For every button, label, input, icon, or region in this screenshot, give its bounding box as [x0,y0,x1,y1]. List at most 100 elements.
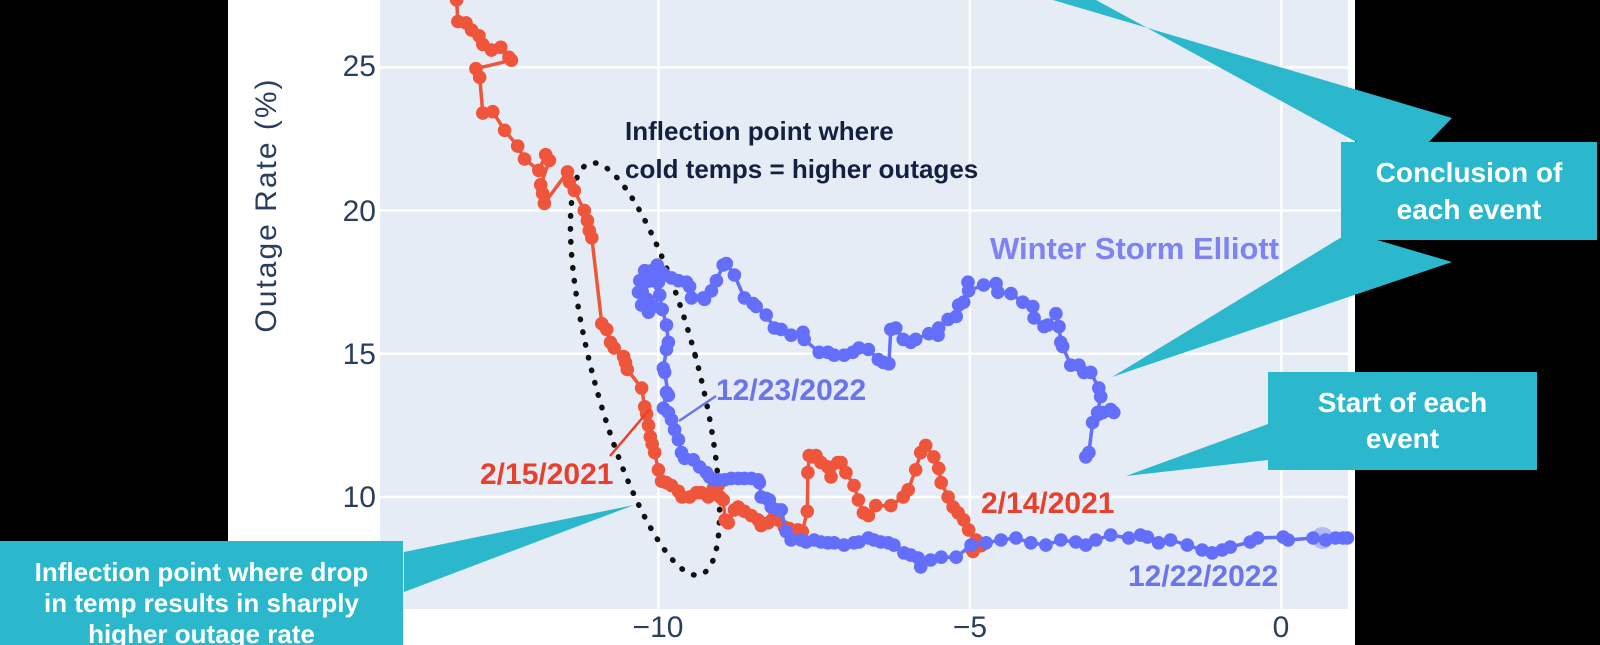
blue-series-label: Winter Storm Elliott [990,231,1280,266]
blue_elliott_event-point [674,445,689,460]
red_2021_event-point [824,470,838,484]
y-axis-title: Outage Rate (%) [250,77,283,333]
red_2021_event-point [931,461,946,476]
blue_elliott_event-point [797,332,811,347]
callout-inflection-drop: Inflection point where drop in temp resu… [0,541,403,645]
blue_elliott_event-point [1083,365,1098,380]
blue_elliott_event-point [749,299,763,314]
y-tick-25: 25 [342,50,376,83]
blue_elliott_event-point [934,550,948,564]
blue_elliott_event-point [961,284,976,298]
red_2021_event-point [585,231,599,245]
blue_elliott_event-point [991,285,1005,300]
blue_elliott_event-point [931,321,946,335]
blue_elliott_event-point [1055,339,1070,354]
data-series [449,0,1355,574]
red_2021_event-point [542,153,557,168]
blue_elliott_event-point [754,490,768,504]
blue_elliott_event-point [684,291,699,305]
red_2021_event-point [532,163,546,178]
blue-start-date-label: 12/22/2022 [1128,560,1279,593]
blue_elliott_event-point [994,533,1008,547]
x-tick-0: 0 [1272,611,1290,644]
blue_elliott_event-point [1079,450,1093,464]
red_2021_event-point [927,450,941,464]
blue_elliott_event-point [861,342,876,357]
y-tick-10: 10 [342,481,376,514]
red_2021_event-point [721,516,735,530]
callout-inflection-line1: Inflection point where drop [34,557,369,587]
red_2021_event-point [716,493,730,507]
blue_elliott_event-point [656,401,671,416]
blue_elliott_event-point [1163,533,1178,547]
blue_elliott_event-point [897,546,911,560]
inflection-ellipse-annotation [567,160,723,578]
red_2021_event-point [607,341,621,355]
red_2021_event-point [537,196,552,211]
callout-conclusion-line2: each event [1396,194,1542,225]
blue_elliott_event-point [1026,299,1040,314]
blue_elliott_event-point [656,361,671,375]
red_2021_event-point [934,475,948,490]
blue_elliott_event-point [1107,405,1121,420]
blue_elliott_event-point [759,308,773,322]
red_2021_event-point [567,183,582,198]
blue_elliott_event-point [659,318,674,332]
blue_elliott_event-point [1180,538,1195,552]
red_2021_event-point [504,53,519,67]
blue_elliott_event-point [1318,533,1333,547]
red-mid-date-label: 2/15/2021 [480,458,614,491]
blue_elliott_event-point [779,524,793,539]
blue_elliott_event-point [784,328,798,343]
blue_elliott_event-point [964,538,978,552]
x-tick-neg5: −5 [952,611,988,644]
blue_elliott_event-point [1027,311,1041,325]
blue_elliott_event-point [1151,536,1166,550]
blue_elliott_event-point [1039,538,1053,552]
red_2021_event-point [884,498,898,513]
red_2021_event-point [839,465,853,480]
red_2021_event-point [851,493,866,507]
blue_elliott_event-point [1009,531,1023,545]
callout-start-line2: event [1365,423,1440,454]
blue_elliott_event-point [949,550,963,564]
blue_elliott_event-point [827,348,841,363]
blue_elliott_event-point [956,295,971,310]
conclusion-arrow-to-blue-end [1112,232,1452,377]
blue_elliott_event-point [1049,306,1063,321]
blue_elliott_event-point [976,278,991,292]
blue_elliott_event-point [1306,531,1320,545]
blue_elliott_event-point [1276,530,1290,544]
red_2021_event-point [901,483,915,497]
red_2021_event-point [494,40,508,55]
red_2021_event-point [485,104,500,119]
red_2021_event-point [634,381,649,395]
y-tick-20: 20 [342,195,376,228]
callout-conclusion-of-each-event: Conclusion of each event [1341,142,1597,240]
blue_elliott_event-point [1054,533,1068,547]
blue-end-date-label: 12/23/2022 [716,374,867,407]
blue_elliott_event-point [638,275,653,290]
blue_elliott_event-point [719,256,734,271]
blue-date-pointer-line [678,394,717,423]
red_2021_event-point [918,438,933,453]
blue_elliott_event-point [979,536,993,550]
blue_elliott_event-point [1195,543,1209,557]
red_2021_event-point [908,463,923,477]
blue_elliott_event-point [634,298,649,312]
red_2021_event-point [472,70,487,85]
callout-arrows [404,0,1452,592]
blue_elliott_event-point [1024,536,1038,550]
blue_elliott_event-point [631,285,646,300]
blue_elliott_event-point [949,309,963,324]
red_2021_event-point [801,465,815,480]
blue_elliott_event-point [882,357,896,371]
inflection-arrow-to-curve [404,505,634,592]
red_2021_event-point [861,508,876,523]
blue_elliott_event-point [774,322,788,337]
red_2021_event-point [476,106,490,120]
blue_elliott_event-point [1093,389,1108,404]
red_2021_event-point [620,362,635,377]
blue_elliott_event-point [1133,528,1148,542]
